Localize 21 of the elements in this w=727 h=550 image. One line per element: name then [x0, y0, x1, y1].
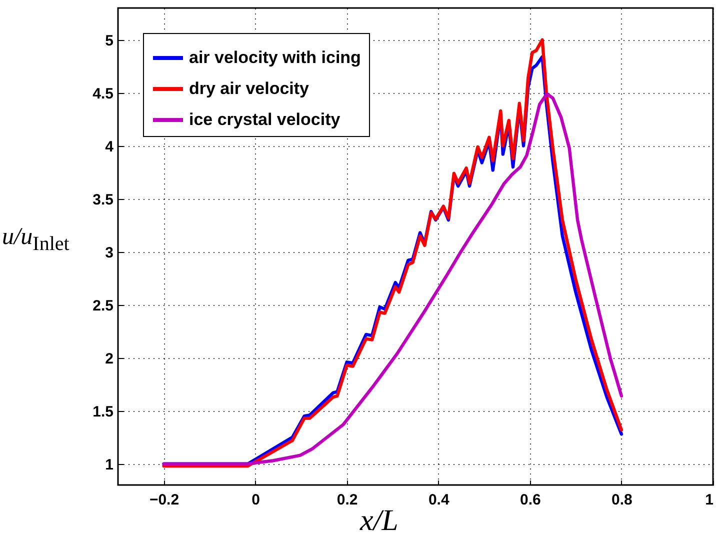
- x-tick-label: 0: [252, 492, 260, 508]
- y-tick-label: 4.5: [92, 85, 114, 102]
- y-tick-label: 3: [105, 244, 114, 262]
- y-axis-title: u/u$_{Inlet}$: [2, 224, 70, 255]
- y-tick-label: 5: [105, 32, 114, 50]
- y-tick-label: 2: [105, 350, 114, 368]
- x-tick-label: 0.6: [520, 492, 541, 508]
- y-tick-label: 4: [105, 138, 114, 156]
- x-tick-label: 1: [705, 492, 714, 508]
- x-tick-label: 0.8: [612, 492, 632, 508]
- y-tick-label: 2.5: [92, 297, 114, 314]
- legend-label: air velocity with icing: [189, 48, 361, 67]
- x-tick-label: −0.2: [149, 492, 180, 508]
- y-tick-label: 1.5: [92, 403, 114, 420]
- y-tick-label: 3.5: [92, 191, 114, 208]
- x-tick-label: 0.2: [336, 492, 358, 508]
- x-axis-title: x/L: [360, 504, 398, 537]
- legend-label: dry air velocity: [189, 79, 310, 98]
- legend-label: ice crystal velocity: [189, 110, 341, 129]
- x-tick-label: 0.4: [428, 492, 450, 508]
- y-tick-label: 1: [105, 456, 114, 474]
